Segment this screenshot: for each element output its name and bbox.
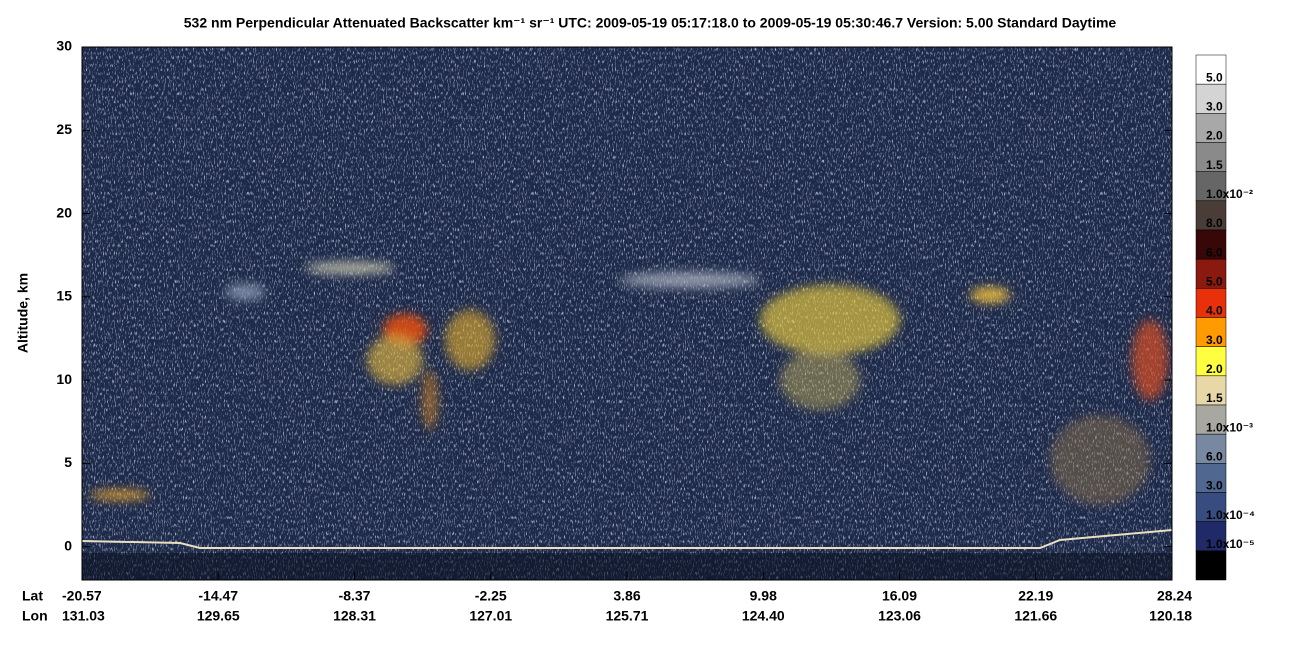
colorbar-label: 1.0x10⁻⁵ bbox=[1206, 537, 1255, 551]
colorbar-swatch bbox=[1195, 433, 1227, 464]
lat-tick-label: -20.57 bbox=[62, 588, 102, 604]
lat-tick-label: 3.86 bbox=[613, 588, 640, 604]
colorbar-swatch bbox=[1195, 492, 1227, 522]
colorbar-label: 5.0 bbox=[1206, 275, 1223, 289]
lon-tick-label: 127.01 bbox=[469, 608, 512, 624]
lon-tick-label: 129.65 bbox=[197, 608, 240, 624]
colorbar-swatch bbox=[1195, 288, 1227, 318]
y-tick-label: 0 bbox=[64, 537, 72, 553]
lon-tick-label: 128.31 bbox=[333, 608, 376, 624]
lon-tick-label: 124.40 bbox=[742, 608, 785, 624]
colorbar-label: 8.0 bbox=[1206, 216, 1223, 230]
lat-tick-label: 28.24 bbox=[1157, 588, 1192, 604]
chart-title: 532 nm Perpendicular Attenuated Backscat… bbox=[184, 15, 1117, 31]
colorbar-swatch bbox=[1195, 258, 1227, 289]
colorbar-label: 3.0 bbox=[1206, 100, 1223, 114]
colorbar-label: 2.0 bbox=[1206, 129, 1223, 143]
lat-tick-label: -8.37 bbox=[339, 588, 371, 604]
lat-tick-label: 16.09 bbox=[882, 588, 917, 604]
colorbar-swatch bbox=[1195, 521, 1227, 552]
colorbar: 5.0 3.0 2.0 1.5 1.0x10⁻² 8.0 6.0 5.0 4.0 3.0 2.0 1.… bbox=[1195, 54, 1255, 581]
colorbar-swatch bbox=[1195, 463, 1227, 493]
lon-tick-label: 123.06 bbox=[878, 608, 921, 624]
colorbar-label: 6.0 bbox=[1206, 245, 1223, 259]
colorbar-swatch bbox=[1195, 229, 1227, 260]
colorbar-swatch bbox=[1195, 317, 1227, 347]
colorbar-label: 4.0 bbox=[1206, 304, 1223, 318]
lon-tick-label: 131.03 bbox=[62, 608, 105, 624]
lat-tick-label: 9.98 bbox=[750, 588, 777, 604]
colorbar-label: 1.0x10⁻² bbox=[1206, 187, 1253, 201]
colorbar-label: 1.5 bbox=[1206, 391, 1223, 405]
colorbar-label: 1.5 bbox=[1206, 158, 1223, 172]
backscatter-field bbox=[82, 47, 1172, 580]
y-tick-label: 15 bbox=[56, 288, 72, 304]
y-tick-label: 20 bbox=[56, 204, 72, 220]
lat-tick-label: -14.47 bbox=[198, 588, 238, 604]
lon-tick-label: 120.18 bbox=[1149, 608, 1192, 624]
lat-tick-label: -2.25 bbox=[475, 588, 507, 604]
colorbar-label: 1.0x10⁻⁴ bbox=[1206, 508, 1255, 522]
colorbar-swatch bbox=[1195, 375, 1227, 406]
y-tick-label: 30 bbox=[56, 38, 72, 54]
colorbar-label: 6.0 bbox=[1206, 450, 1223, 464]
y-tick-label: 10 bbox=[56, 371, 72, 387]
lon-tick-label: 121.66 bbox=[1014, 608, 1057, 624]
colorbar-label: 3.0 bbox=[1206, 479, 1223, 493]
colorbar-label: 2.0 bbox=[1206, 362, 1223, 376]
y-tick-label: 25 bbox=[56, 121, 72, 137]
lon-label: Lon bbox=[22, 608, 48, 624]
colorbar-swatch bbox=[1195, 404, 1227, 435]
lon-tick-label: 125.71 bbox=[606, 608, 649, 624]
y-axis-label: Altitude, km bbox=[15, 273, 31, 353]
colorbar-swatch bbox=[1195, 200, 1227, 231]
lat-tick-label: 22.19 bbox=[1018, 588, 1053, 604]
colorbar-swatch bbox=[1195, 550, 1227, 581]
y-tick-label: 5 bbox=[64, 454, 72, 470]
colorbar-label: 3.0 bbox=[1206, 333, 1223, 347]
lat-label: Lat bbox=[22, 588, 43, 604]
colorbar-swatch bbox=[1195, 54, 1227, 85]
colorbar-label: 5.0 bbox=[1206, 70, 1223, 84]
colorbar-swatch bbox=[1195, 346, 1227, 377]
colorbar-label: 1.0x10⁻³ bbox=[1206, 420, 1253, 434]
